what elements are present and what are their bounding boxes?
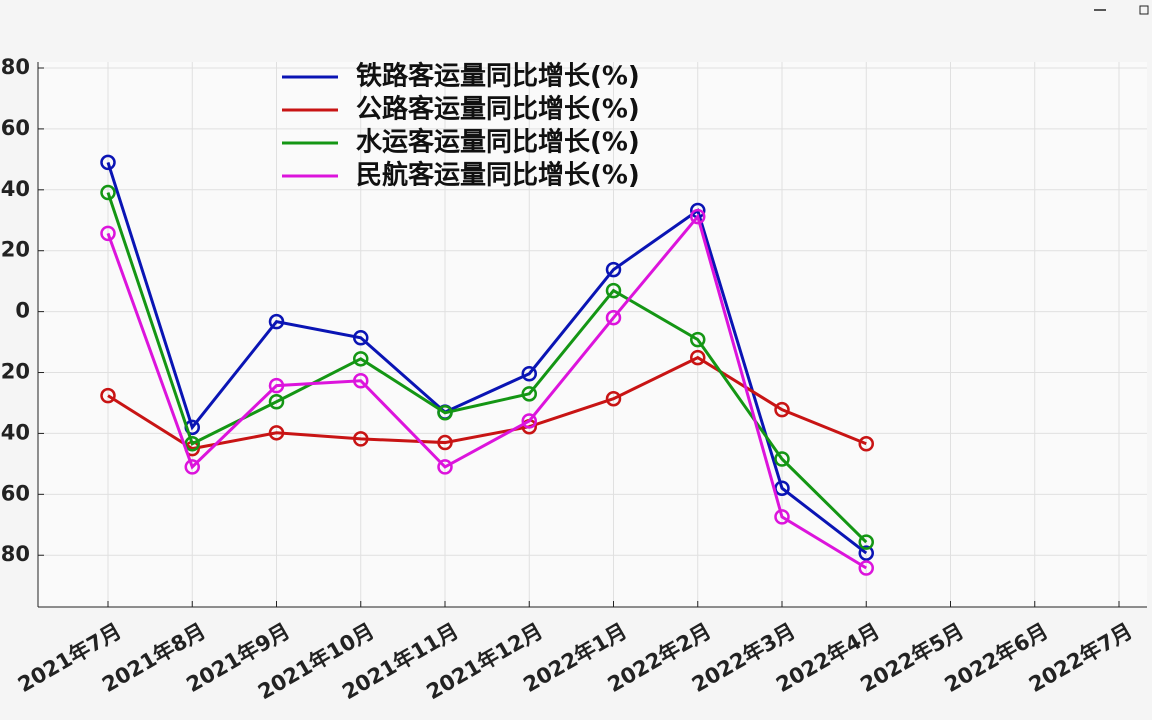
marker: [774, 401, 790, 418]
series-line: [107, 355, 867, 451]
marker: [605, 282, 622, 299]
marker: [437, 434, 453, 451]
legend-label: 铁路客运量同比增长(%): [356, 61, 640, 92]
marker: [184, 459, 200, 475]
marker: [858, 534, 874, 550]
series-line: [106, 213, 868, 570]
marker: [268, 425, 285, 441]
marker: [100, 154, 116, 171]
marker: [521, 413, 537, 429]
y-tick-label: 60: [1, 116, 30, 140]
marker: [605, 309, 622, 326]
marker: [605, 390, 622, 407]
marker: [353, 372, 369, 389]
marker: [184, 436, 200, 452]
marker: [100, 184, 116, 201]
marker: [100, 387, 116, 404]
y-tick-label: -80: [0, 542, 30, 566]
marker: [521, 365, 537, 382]
restore-button[interactable]: [1139, 5, 1149, 15]
legend-label: 水运客运量同比增长(%): [356, 127, 640, 158]
y-tick-label: 40: [1, 177, 30, 201]
marker: [690, 208, 706, 225]
series-line: [106, 192, 868, 544]
y-tick-label: -20: [0, 360, 30, 384]
marker: [690, 349, 706, 366]
marker: [858, 545, 874, 561]
y-tick-label: -60: [0, 481, 30, 505]
marker: [690, 331, 706, 348]
y-tick-label: -40: [0, 420, 30, 444]
y-tick-label: 80: [1, 55, 30, 79]
legend-label: 民航客运量同比增长(%): [356, 160, 640, 191]
y-tick-label: 20: [1, 238, 30, 262]
marker: [268, 313, 285, 330]
marker: [353, 431, 369, 447]
marker: [437, 404, 453, 421]
series-line: [106, 161, 868, 555]
marker: [774, 451, 790, 467]
marker: [353, 330, 369, 346]
marker: [100, 225, 116, 242]
marker: [858, 436, 874, 452]
marker: [774, 509, 790, 525]
y-tick-label: 0: [15, 299, 30, 323]
marker: [437, 459, 453, 475]
legend-label: 公路客运量同比增长(%): [356, 94, 640, 125]
plot-area: [38, 62, 1147, 607]
marker: [605, 261, 622, 278]
marker: [521, 386, 537, 402]
marker: [268, 394, 285, 410]
marker: [858, 560, 874, 576]
marker: [268, 377, 285, 394]
marker: [353, 351, 369, 367]
